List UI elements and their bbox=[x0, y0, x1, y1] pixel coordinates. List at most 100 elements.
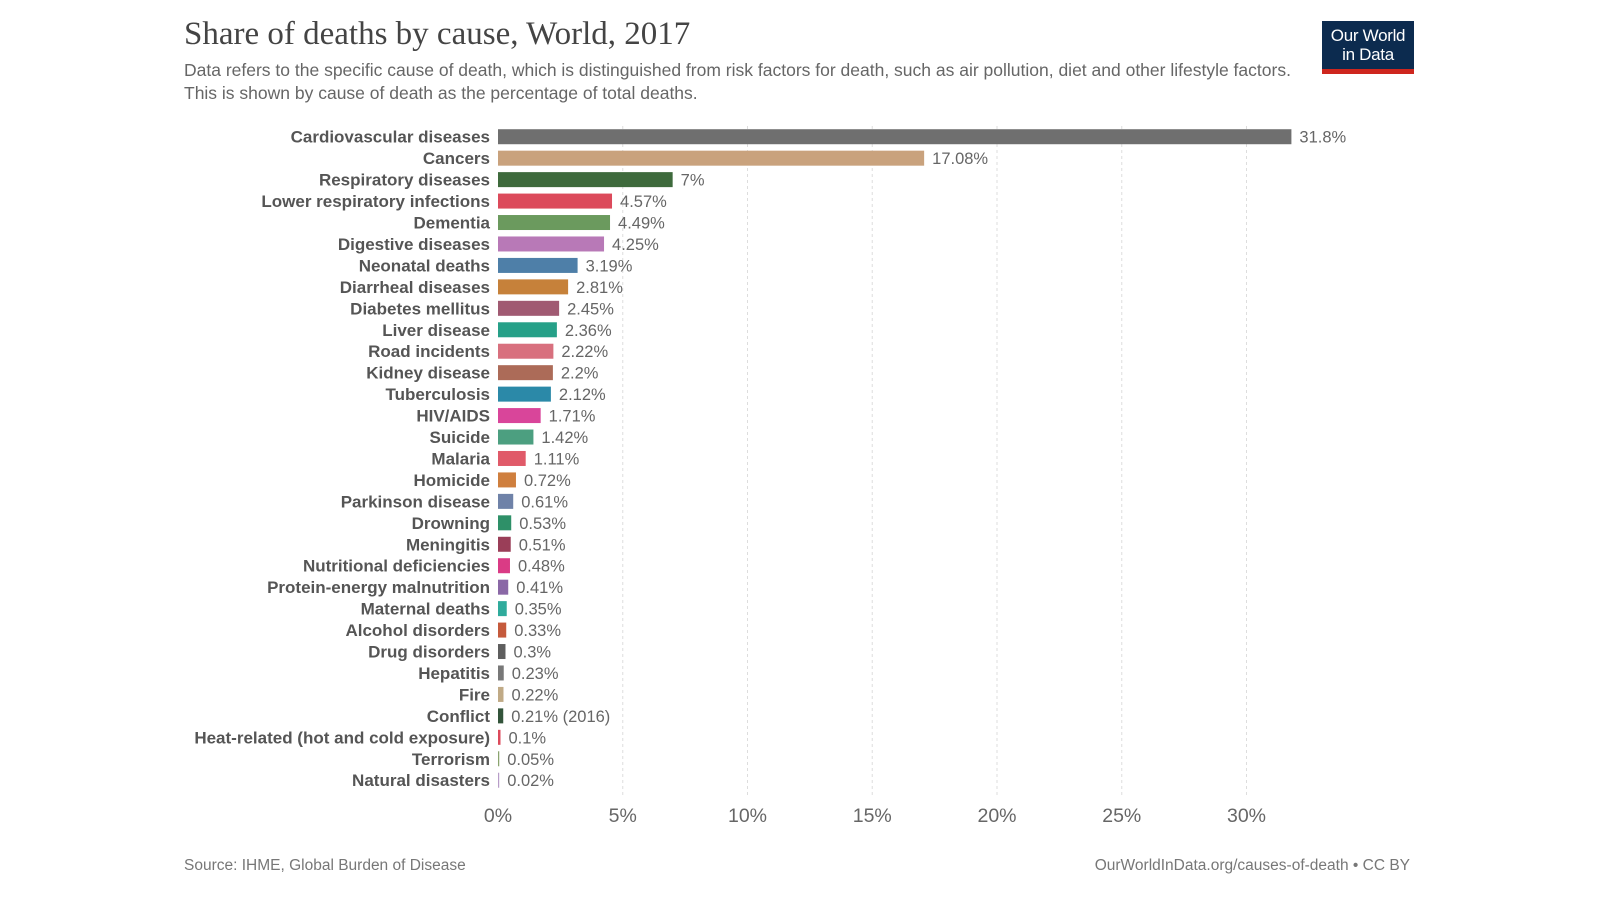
bar-row: Liver disease 2.36% bbox=[382, 321, 612, 340]
bar bbox=[498, 601, 507, 617]
category-label: Suicide bbox=[430, 428, 490, 447]
owid-logo[interactable]: Our World in Data bbox=[1322, 21, 1414, 74]
x-tick-label: 10% bbox=[728, 805, 767, 827]
category-label: Liver disease bbox=[382, 321, 490, 340]
bar-row: Dementia 4.49% bbox=[413, 214, 665, 233]
category-label: Respiratory diseases bbox=[319, 171, 490, 190]
bar-row: Neonatal deaths 3.19% bbox=[359, 256, 633, 275]
logo-line-1: Our World bbox=[1330, 26, 1406, 45]
category-label: Neonatal deaths bbox=[359, 256, 490, 275]
category-label: Heat-related (hot and cold exposure) bbox=[194, 728, 490, 747]
value-label: 0.72% bbox=[524, 472, 571, 490]
bar-row: Natural disasters 0.02% bbox=[352, 771, 554, 790]
bar bbox=[498, 257, 578, 273]
value-label: 2.81% bbox=[576, 279, 623, 297]
bar-row: Protein-energy malnutrition 0.41% bbox=[267, 578, 563, 597]
bar-row: Heat-related (hot and cold exposure) 0.1% bbox=[194, 728, 546, 747]
value-label: 2.2% bbox=[561, 365, 599, 383]
value-label: 4.57% bbox=[620, 193, 667, 211]
category-label: Terrorism bbox=[412, 750, 490, 769]
bar-row: Terrorism 0.05% bbox=[412, 750, 554, 769]
x-tick-label: 30% bbox=[1227, 805, 1266, 827]
x-tick-label: 20% bbox=[977, 805, 1016, 827]
category-label: Cancers bbox=[423, 149, 490, 168]
category-label: Dementia bbox=[413, 214, 490, 233]
value-label: 3.19% bbox=[586, 257, 633, 275]
bar bbox=[498, 772, 500, 788]
value-label: 0.51% bbox=[519, 536, 566, 554]
bar bbox=[498, 665, 504, 681]
bar-row: Digestive diseases 4.25% bbox=[338, 235, 659, 254]
category-label: Parkinson disease bbox=[341, 492, 490, 511]
bar-row: Maternal deaths 0.35% bbox=[361, 600, 562, 619]
value-label: 2.22% bbox=[561, 343, 608, 361]
chart-title: Share of deaths by cause, World, 2017 bbox=[184, 16, 691, 52]
category-label: Alcohol disorders bbox=[345, 621, 490, 640]
bar-row: Diarrheal diseases 2.81% bbox=[340, 278, 623, 297]
bar-row: Kidney disease 2.2% bbox=[366, 364, 599, 383]
category-label: Hepatitis bbox=[418, 664, 490, 683]
bar bbox=[498, 150, 925, 166]
value-label: 0.35% bbox=[515, 601, 562, 619]
bar bbox=[498, 751, 500, 767]
x-tick-label: 5% bbox=[609, 805, 637, 827]
bar-row: Fire 0.22% bbox=[459, 685, 559, 704]
category-label: Diarrheal diseases bbox=[340, 278, 490, 297]
bar-row: Drowning 0.53% bbox=[412, 514, 567, 533]
value-label: 1.11% bbox=[534, 450, 580, 468]
bar-row: Cardiovascular diseases 31.8% bbox=[291, 128, 1347, 147]
bar bbox=[498, 429, 534, 445]
category-label: Cardiovascular diseases bbox=[291, 128, 490, 147]
bar bbox=[498, 472, 516, 488]
bar bbox=[498, 450, 526, 466]
grid-layer bbox=[622, 126, 1247, 795]
value-label: 2.36% bbox=[565, 322, 612, 340]
bar-row: Diabetes mellitus 2.45% bbox=[350, 299, 614, 318]
bar-row: Meningitis 0.51% bbox=[406, 535, 566, 554]
bar bbox=[498, 536, 511, 552]
x-tick-label: 15% bbox=[853, 805, 892, 827]
logo-line-2: in Data bbox=[1342, 45, 1394, 64]
source-note: Source: IHME, Global Burden of Disease bbox=[184, 857, 466, 874]
x-tick-label: 25% bbox=[1102, 805, 1141, 827]
value-label: 1.42% bbox=[541, 429, 588, 447]
bar-row: Nutritional deficiencies 0.48% bbox=[303, 557, 565, 576]
category-label: Conflict bbox=[427, 707, 491, 726]
bar-row: Parkinson disease 0.61% bbox=[341, 492, 569, 511]
value-label: 0.22% bbox=[511, 686, 558, 704]
bar-row: Homicide 0.72% bbox=[413, 471, 571, 490]
value-label: 17.08% bbox=[932, 150, 988, 168]
bar bbox=[498, 558, 510, 574]
bar-row: Conflict 0.21% (2016) bbox=[427, 707, 611, 726]
value-label: 0.23% bbox=[512, 665, 559, 683]
category-label: Digestive diseases bbox=[338, 235, 490, 254]
bar bbox=[498, 300, 560, 316]
bar bbox=[498, 493, 514, 509]
source-url-link[interactable]: OurWorldInData.org/causes-of-death • CC … bbox=[1094, 857, 1410, 874]
bar bbox=[498, 644, 506, 660]
bar bbox=[498, 343, 554, 359]
bar bbox=[498, 686, 504, 702]
bar-row: Cancers 17.08% bbox=[423, 149, 989, 168]
bars-layer: Cardiovascular diseases 31.8% Cancers 17.08… bbox=[194, 128, 1347, 790]
bar bbox=[498, 708, 504, 724]
category-label: HIV/AIDS bbox=[416, 407, 490, 426]
value-label: 0.48% bbox=[518, 558, 565, 576]
category-label: Maternal deaths bbox=[361, 600, 490, 619]
value-label: 2.12% bbox=[559, 386, 606, 404]
bar bbox=[498, 729, 501, 745]
category-label: Protein-energy malnutrition bbox=[267, 578, 490, 597]
category-label: Fire bbox=[459, 685, 490, 704]
category-label: Diabetes mellitus bbox=[350, 299, 490, 318]
x-tick-label: 0% bbox=[484, 805, 512, 827]
bar-row: HIV/AIDS 1.71% bbox=[416, 407, 595, 426]
bar bbox=[498, 365, 553, 381]
category-label: Nutritional deficiencies bbox=[303, 557, 490, 576]
bar-row: Road incidents 2.22% bbox=[368, 342, 608, 361]
value-label: 0.1% bbox=[508, 729, 546, 747]
value-label: 0.05% bbox=[507, 751, 554, 769]
bar-row: Hepatitis 0.23% bbox=[418, 664, 559, 683]
bar bbox=[498, 622, 507, 638]
bar bbox=[498, 215, 611, 231]
value-label: 1.71% bbox=[549, 408, 596, 426]
